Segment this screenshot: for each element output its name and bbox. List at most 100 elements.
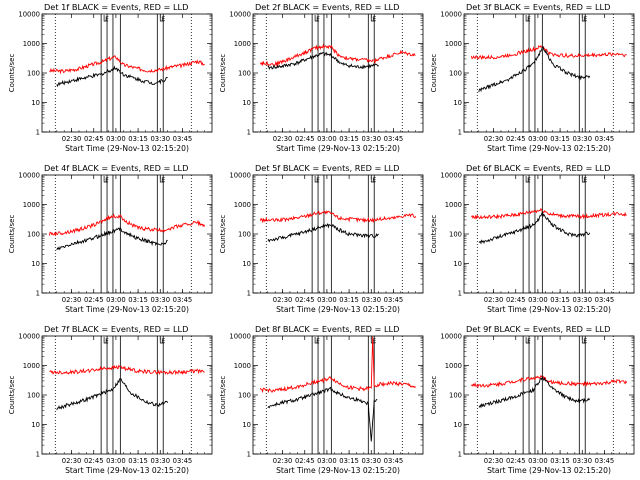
y-axis-label: Counts/sec (219, 376, 227, 415)
y-tick-label: 1 (247, 290, 251, 298)
x-tick-label: 02:45 (295, 135, 315, 143)
x-tick-label: 03:00 (317, 457, 337, 465)
marker-label: E (161, 337, 165, 345)
y-tick-label: 10 (453, 260, 462, 268)
marker-label: E (161, 176, 165, 184)
chart-panel-8: Det 8f BLACK = Events, RED = LLD 1 10 100 10… (219, 324, 424, 475)
series-events-line (267, 51, 379, 71)
series-lld-line (471, 374, 628, 389)
series-lld-line (49, 55, 205, 75)
x-axis-label: Start Time (29-Nov-13 02:15:20) (65, 466, 189, 475)
x-axis-label: Start Time (29-Nov-13 02:15:20) (276, 466, 400, 475)
x-tick-label: 03:15 (550, 296, 570, 304)
x-tick-label: 03:30 (361, 296, 381, 304)
y-tick-label: 1 (458, 129, 462, 137)
chart-title: Det 1f BLACK = Events, RED = LLD (44, 2, 188, 12)
y-axis-label: Counts/sec (219, 54, 227, 93)
marker-label: E (583, 337, 587, 345)
chart-title: Det 5f BLACK = Events, RED = LLD (255, 163, 399, 173)
y-tick-label: 1 (36, 129, 40, 137)
y-tick-label: 100 (238, 70, 251, 78)
y-tick-label: 10 (31, 99, 40, 107)
marker-label: F (316, 337, 320, 345)
y-tick-label: 100 (238, 392, 251, 400)
series-events-line (478, 375, 591, 409)
marker-glyph (581, 176, 587, 183)
marker-label: F (105, 337, 109, 345)
y-tick-label: 100 (238, 231, 251, 239)
x-axis-label: Start Time (29-Nov-13 02:15:20) (65, 144, 189, 153)
series-lld-line (259, 210, 417, 224)
x-tick-label: 03:45 (595, 457, 615, 465)
marker-glyph (370, 337, 376, 344)
marker-label: F (527, 176, 531, 184)
x-tick-label: 02:45 (506, 296, 526, 304)
series-lld-line (48, 213, 206, 237)
chart-panel-1: Det 1f BLACK = Events, RED = LLD 1 10 100 10… (8, 2, 213, 153)
series-events-line (478, 45, 591, 93)
x-tick-label: 02:30 (273, 296, 293, 304)
x-tick-label: 03:45 (173, 135, 193, 143)
x-tick-label: 03:15 (128, 296, 148, 304)
y-tick-label: 10 (242, 99, 251, 107)
x-tick-label: 03:45 (384, 457, 404, 465)
y-tick-label: 1 (458, 451, 462, 459)
chart-title: Det 6f BLACK = Events, RED = LLD (466, 163, 610, 173)
x-tick-label: 02:30 (273, 135, 293, 143)
marker-glyph (314, 337, 320, 344)
marker-glyph (103, 337, 109, 344)
x-tick-label: 03:00 (528, 296, 548, 304)
y-tick-label: 10000 (18, 172, 40, 180)
x-tick-label: 02:30 (62, 135, 82, 143)
marker-glyph (103, 176, 109, 183)
chart-title: Det 9f BLACK = Events, RED = LLD (466, 324, 610, 334)
x-tick-label: 02:45 (295, 296, 315, 304)
marker-label: E (161, 15, 165, 23)
series-events-line (56, 378, 169, 411)
x-tick-label: 02:30 (273, 457, 293, 465)
marker-glyph (370, 176, 376, 183)
chart-title: Det 7f BLACK = Events, RED = LLD (44, 324, 188, 334)
marker-label: F (316, 176, 320, 184)
x-tick-label: 02:45 (84, 135, 104, 143)
x-tick-label: 03:15 (339, 296, 359, 304)
marker-label: E (372, 337, 376, 345)
x-tick-label: 03:00 (528, 135, 548, 143)
plot-frame (463, 13, 635, 133)
plot-frame (463, 174, 635, 294)
x-tick-label: 03:30 (361, 135, 381, 143)
marker-glyph (103, 15, 109, 22)
x-tick-label: 03:00 (317, 135, 337, 143)
y-tick-label: 1000 (234, 40, 251, 48)
y-tick-label: 1 (36, 451, 40, 459)
x-tick-label: 03:00 (106, 135, 126, 143)
marker-label: E (583, 15, 587, 23)
plot-frame (463, 335, 635, 455)
y-tick-label: 1000 (234, 362, 251, 370)
series-events-line (267, 223, 379, 243)
x-tick-label: 03:15 (550, 135, 570, 143)
series-events-line (56, 226, 168, 251)
x-tick-label: 03:15 (128, 457, 148, 465)
marker-label: F (105, 15, 109, 23)
y-axis-label: Counts/sec (8, 215, 16, 254)
y-tick-label: 1 (36, 290, 40, 298)
series-lld-line (49, 364, 205, 376)
x-tick-label: 03:00 (528, 457, 548, 465)
x-tick-label: 03:45 (595, 135, 615, 143)
series-lld-line (259, 336, 416, 394)
chart-title: Det 4f BLACK = Events, RED = LLD (44, 163, 188, 173)
y-tick-label: 10000 (229, 172, 251, 180)
marker-glyph (525, 337, 531, 344)
y-axis-label: Counts/sec (8, 376, 16, 415)
x-tick-label: 03:45 (384, 296, 404, 304)
x-axis-label: Start Time (29-Nov-13 02:15:20) (487, 466, 611, 475)
y-tick-label: 10 (242, 260, 251, 268)
plot-frame (252, 13, 424, 133)
y-tick-label: 1000 (445, 201, 462, 209)
x-tick-label: 03:30 (572, 457, 592, 465)
x-tick-label: 02:30 (484, 296, 504, 304)
x-axis-label: Start Time (29-Nov-13 02:15:20) (65, 305, 189, 314)
marker-label: F (316, 15, 320, 23)
x-tick-label: 03:45 (173, 296, 193, 304)
